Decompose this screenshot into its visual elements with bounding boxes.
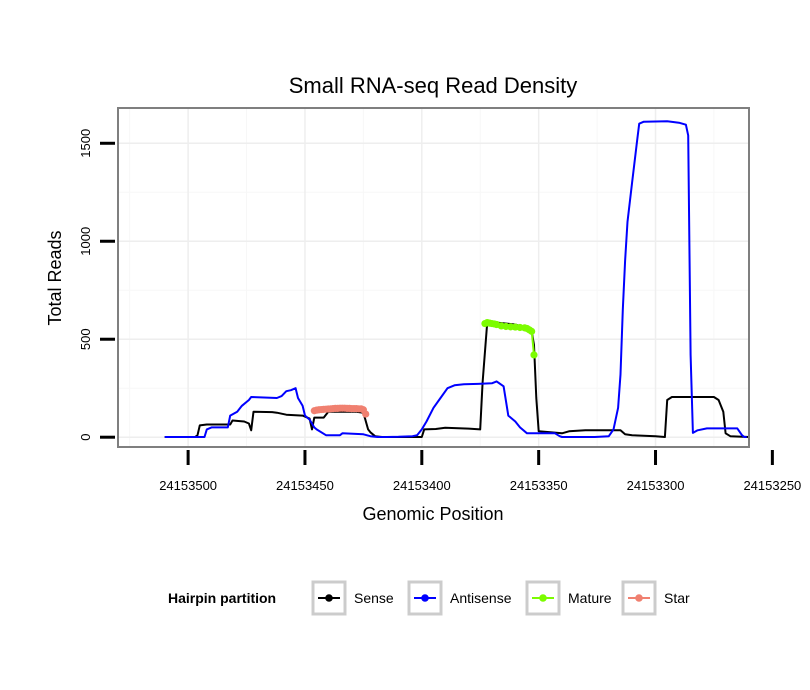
y-tick-label: 500	[78, 328, 93, 350]
data-point-star	[362, 410, 370, 418]
x-tick-label: 24153450	[276, 478, 334, 493]
legend-label-sense: Sense	[354, 590, 394, 606]
series-layer	[164, 120, 750, 438]
y-tick-label: 1000	[78, 227, 93, 256]
series-star	[310, 404, 370, 418]
legend-dot-sense	[325, 594, 333, 602]
plot-panel-border	[117, 107, 750, 448]
legend-title: Hairpin partition	[168, 590, 276, 606]
x-tick-label: 24153250	[743, 478, 801, 493]
legend-item-mature: Mature	[525, 580, 612, 616]
chart-title: Small RNA-seq Read Density	[289, 73, 578, 98]
legend-label-antisense: Antisense	[450, 590, 512, 606]
y-axis: 0 500 1000 1500	[78, 129, 115, 441]
series-line-antisense	[164, 120, 747, 438]
x-tick-label: 24153500	[159, 478, 217, 493]
data-point-mature	[528, 327, 536, 335]
x-tick-label: 24153300	[627, 478, 685, 493]
legend-dot-mature	[539, 594, 547, 602]
series-antisense	[164, 120, 747, 438]
legend-label-mature: Mature	[568, 590, 612, 606]
x-axis-title: Genomic Position	[362, 504, 503, 524]
legend-entries: Sense Antisense Mature Star	[311, 580, 690, 616]
legend-item-antisense: Antisense	[407, 580, 512, 616]
x-tick-label: 24153350	[510, 478, 568, 493]
legend-item-sense: Sense	[311, 580, 394, 616]
plot-panel	[118, 108, 749, 447]
x-axis: 24153500 24153450 24153400 24153350 24153300…	[159, 450, 801, 493]
legend: Hairpin partition Sense Antisense Mature St…	[168, 580, 690, 616]
data-point-mature	[530, 351, 538, 359]
legend-label-star: Star	[664, 590, 690, 606]
legend-dot-star	[635, 594, 643, 602]
series-mature	[481, 318, 538, 359]
series-sense	[164, 320, 750, 438]
grid-lines	[118, 108, 749, 447]
y-tick-label: 1500	[78, 129, 93, 158]
y-tick-label: 0	[78, 434, 93, 441]
series-line-sense	[164, 320, 750, 438]
legend-item-star: Star	[621, 580, 690, 616]
legend-dot-antisense	[421, 594, 429, 602]
y-axis-title: Total Reads	[45, 230, 65, 325]
x-tick-label: 24153400	[393, 478, 451, 493]
